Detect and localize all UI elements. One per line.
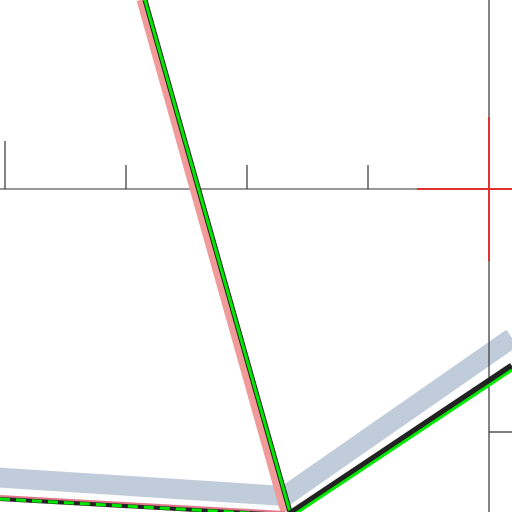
line-outline: [0, 497, 268, 512]
line: [143, 0, 292, 512]
line-outline: [288, 363, 512, 512]
line-shadow: [136, 0, 288, 512]
line: [295, 368, 512, 512]
